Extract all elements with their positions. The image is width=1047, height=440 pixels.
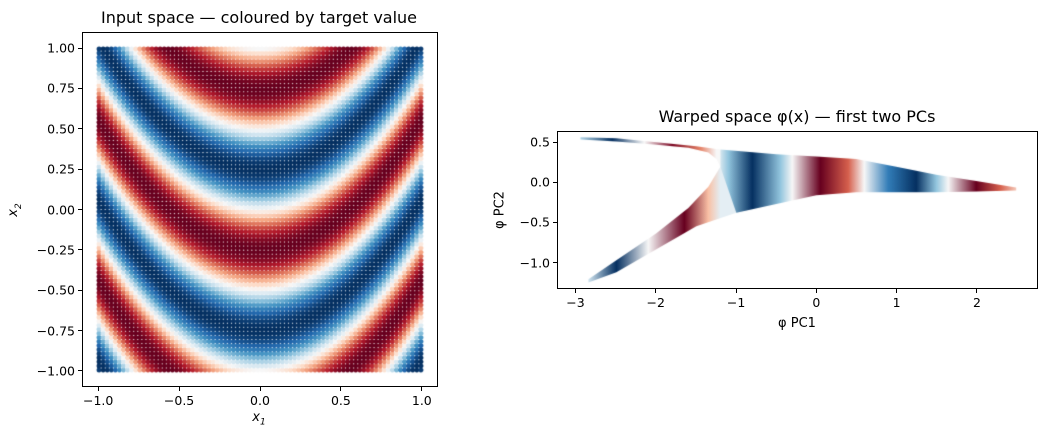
y-tick-mark — [78, 209, 82, 210]
y-tick-label: 0.50 — [47, 121, 75, 137]
y-tick-label: −0.75 — [36, 323, 75, 339]
y-tick-label: −0.25 — [36, 242, 75, 258]
y-tick-mark — [553, 262, 557, 264]
x-tick-mark — [574, 289, 576, 293]
left-scatter-canvas — [83, 33, 437, 386]
y-tick-label: −0.50 — [36, 282, 75, 298]
y-tick-mark — [78, 128, 82, 130]
x-tick-label: −3 — [566, 295, 585, 310]
x-tick-label: 1.0 — [411, 393, 432, 408]
y-tick-mark — [78, 330, 82, 332]
y-tick-mark — [553, 181, 557, 183]
x-tick-label: −2 — [646, 295, 665, 310]
x-tick-label: 0.0 — [250, 393, 270, 408]
y-tick-mark — [78, 370, 82, 372]
x-tick-label: 0.5 — [330, 393, 351, 408]
x-tick-label: 1 — [892, 295, 901, 310]
y-tick-label: 0.0 — [530, 174, 550, 190]
x-tick-mark — [815, 289, 817, 293]
y-tick-label: 0.25 — [47, 161, 75, 177]
left-x-axis-label: x1 — [252, 410, 266, 428]
x-tick-label: 2 — [972, 295, 981, 310]
y-tick-mark — [78, 87, 82, 89]
y-tick-mark — [78, 249, 82, 251]
x-tick-mark — [259, 387, 261, 391]
right-y-axis-label: φ PC2 — [492, 191, 508, 229]
left-chart-title: Input space — coloured by target value — [100, 8, 418, 27]
y-tick-label: −1.0 — [519, 255, 550, 271]
right-chart-title: Warped space φ(x) — first two PCs — [658, 107, 936, 126]
y-tick-label: −1.00 — [36, 363, 75, 379]
y-tick-label: 0.75 — [47, 80, 75, 96]
x-tick-mark — [896, 289, 898, 293]
right-plot-area — [557, 131, 1038, 289]
y-tick-mark — [78, 47, 82, 49]
y-tick-label: −0.5 — [519, 214, 550, 230]
y-tick-label: 0.00 — [47, 202, 75, 217]
x-tick-label: −1.0 — [82, 393, 114, 408]
right-scatter-canvas — [558, 132, 1037, 288]
y-tick-label: 1.00 — [47, 40, 75, 56]
y-tick-label: 0.5 — [530, 134, 550, 150]
x-tick-mark — [421, 387, 423, 391]
x-tick-mark — [655, 289, 657, 293]
x-tick-mark — [976, 289, 978, 293]
left-y-axis-label: x2 — [6, 203, 24, 217]
y-tick-mark — [553, 141, 557, 143]
left-plot-area — [82, 32, 438, 387]
y-tick-mark — [553, 221, 557, 223]
y-tick-mark — [78, 168, 82, 170]
right-x-axis-label: φ PC1 — [778, 316, 816, 331]
x-tick-mark — [735, 289, 737, 293]
x-tick-label: −0.5 — [163, 393, 195, 408]
x-tick-label: −1 — [726, 295, 746, 310]
x-tick-mark — [340, 387, 342, 391]
y-tick-mark — [78, 289, 82, 291]
x-tick-mark — [178, 387, 180, 391]
x-tick-mark — [97, 387, 99, 391]
x-label-base: x — [252, 410, 260, 425]
x-tick-label: 0 — [812, 295, 821, 310]
